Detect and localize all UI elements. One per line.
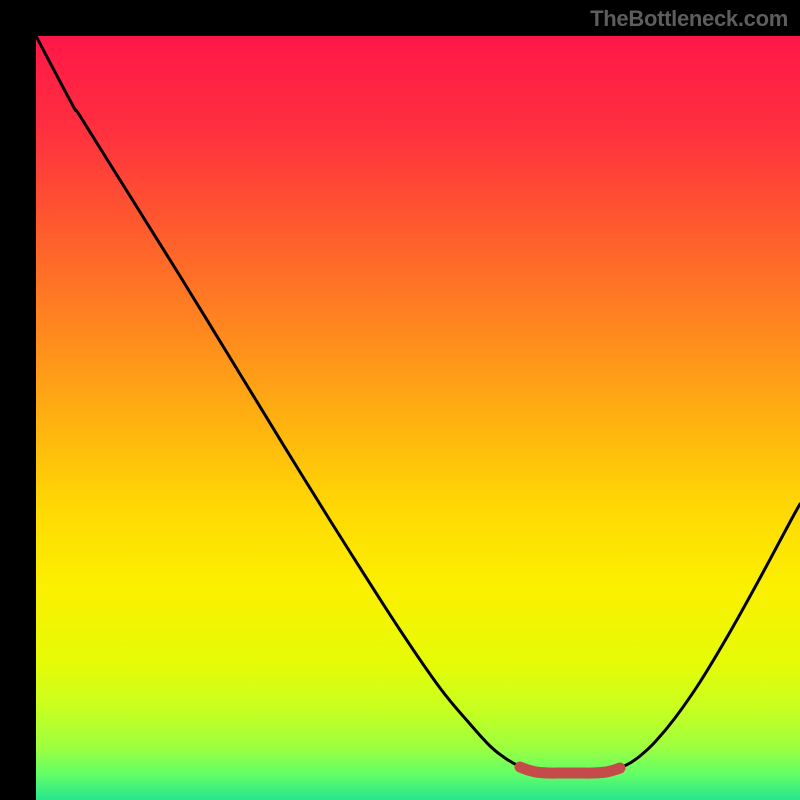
- watermark-text: TheBottleneck.com: [590, 6, 788, 32]
- chart-svg: [36, 36, 800, 800]
- gradient-background: [36, 36, 800, 800]
- chart-container: TheBottleneck.com: [0, 0, 800, 800]
- plot-area: [36, 36, 800, 800]
- optimal-range-marker: [520, 767, 620, 773]
